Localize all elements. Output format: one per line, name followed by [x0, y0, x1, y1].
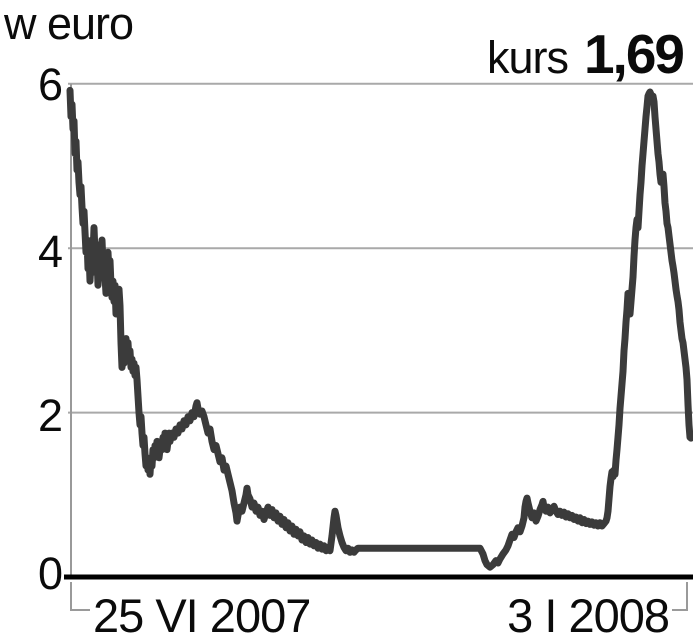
x-axis-tick-start-date: 25 VI 2007 [93, 589, 311, 640]
x-axis-tick-end-date: 3 I 2008 [507, 589, 670, 640]
current-price-annotation: kurs 1,69 [486, 22, 685, 86]
current-price-value: 1,69 [583, 23, 685, 85]
y-axis-tick-6: 6 [37, 59, 63, 110]
x-tick-bracket-left [70, 582, 90, 611]
y-axis-tick-4: 4 [37, 226, 63, 277]
chart-title: w euro [4, 0, 134, 49]
x-tick-bracket-right [672, 582, 688, 611]
y-axis-tick-2: 2 [37, 390, 63, 441]
y-axis-tick-0: 0 [37, 548, 63, 599]
current-price-label: kurs [486, 32, 569, 83]
